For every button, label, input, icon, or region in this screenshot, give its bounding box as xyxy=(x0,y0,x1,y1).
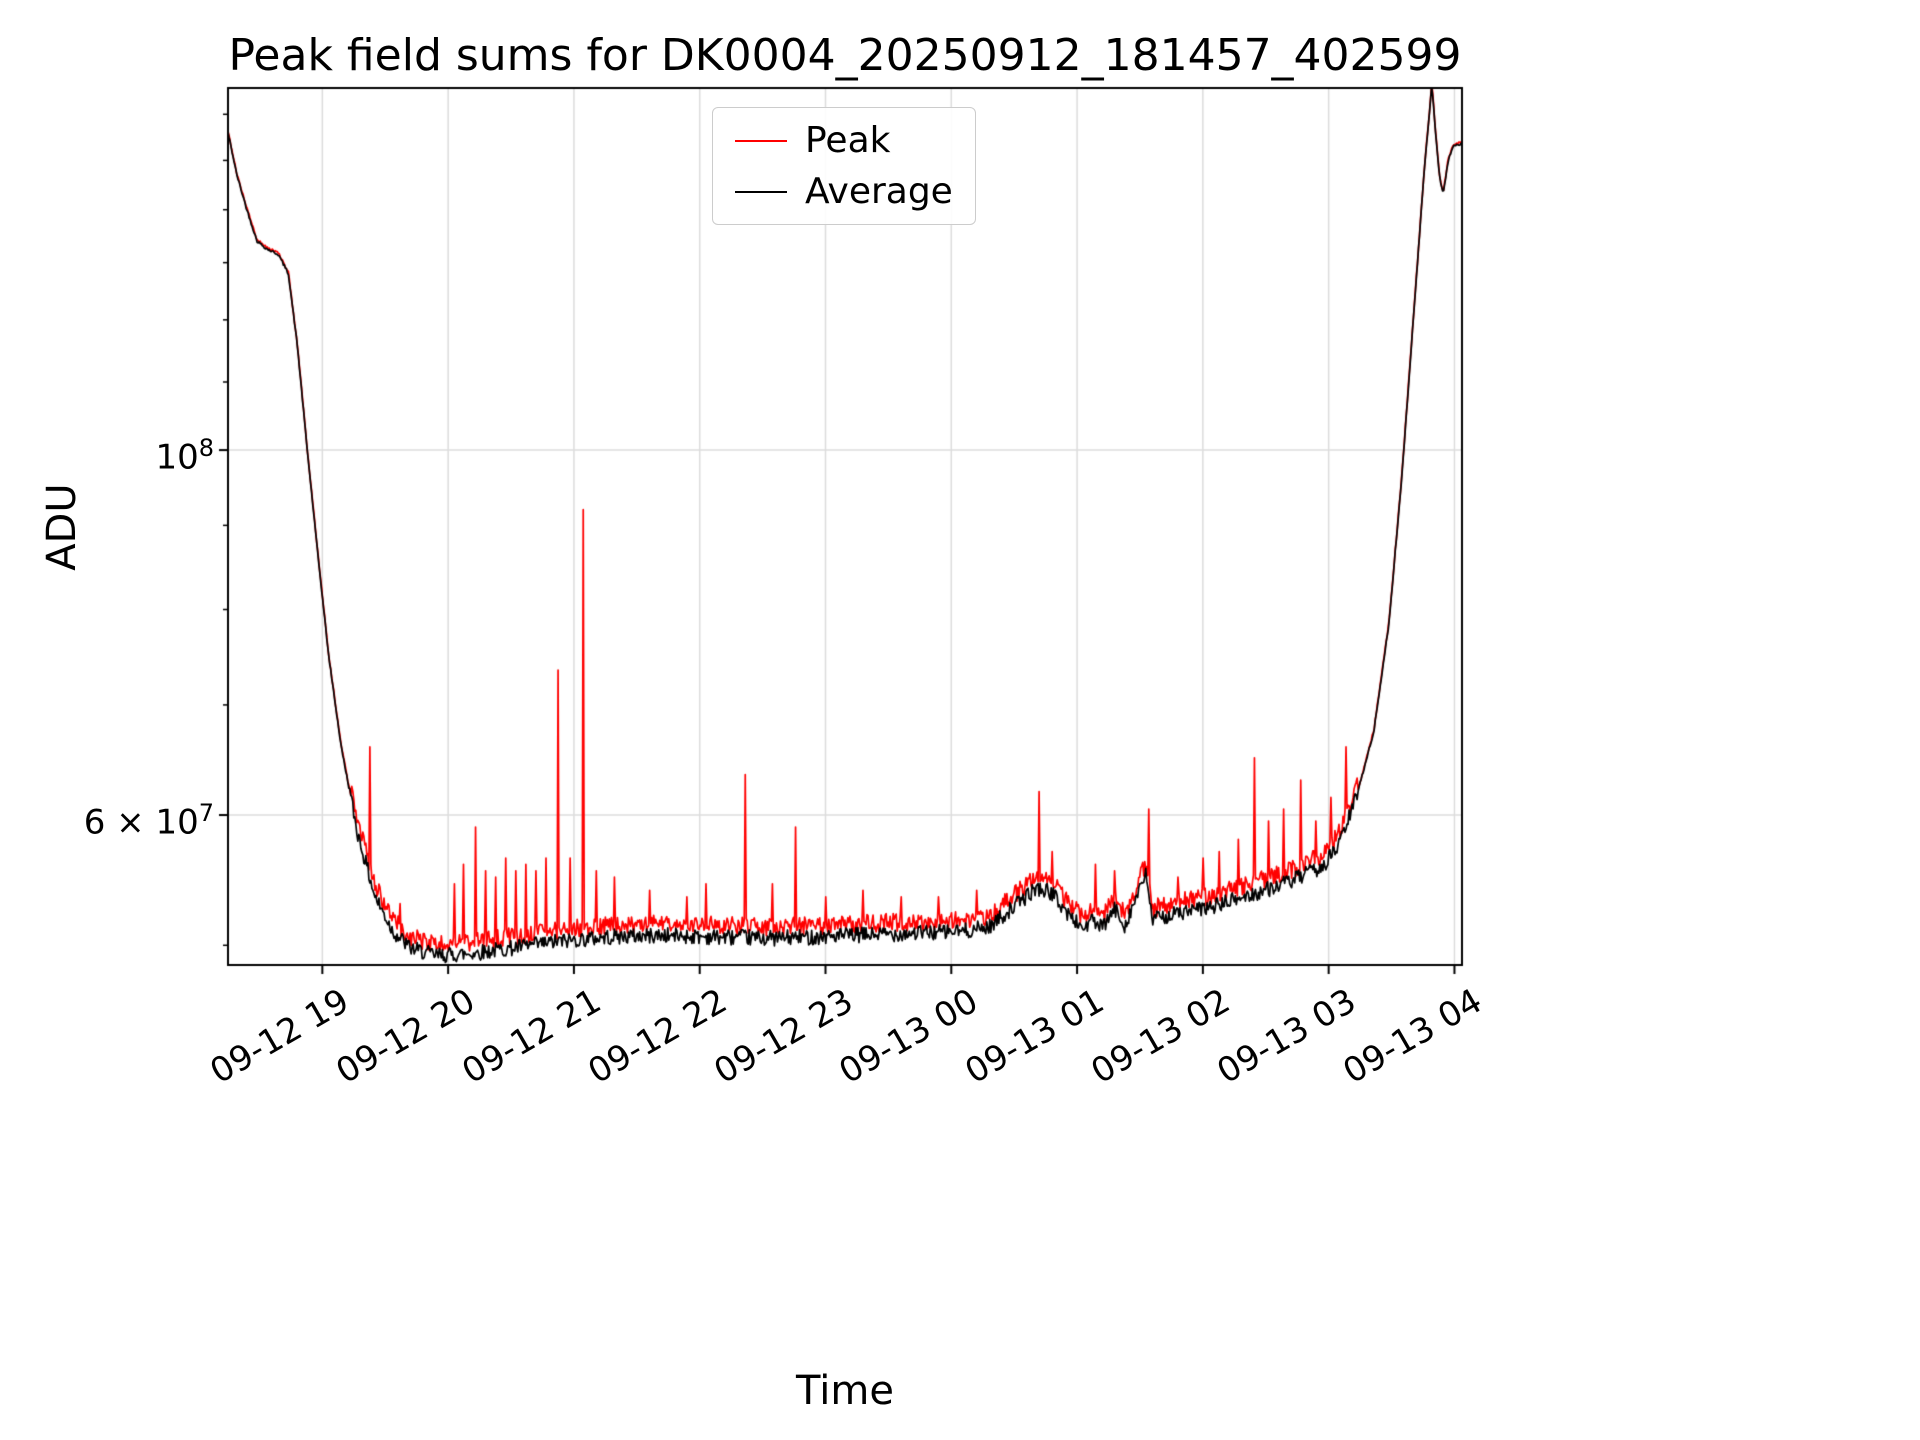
x-axis-label: Time xyxy=(796,1368,894,1414)
legend-line-sample xyxy=(735,139,787,142)
legend-line-sample xyxy=(735,190,787,193)
y-tick-label: 108 xyxy=(155,434,214,478)
legend-label: Peak xyxy=(805,120,891,161)
legend-label: Average xyxy=(805,171,953,212)
y-tick-label: 6 × 107 xyxy=(83,799,214,843)
legend-entry-peak: Peak xyxy=(735,120,953,161)
chart-title: Peak field sums for DK0004_20250912_1814… xyxy=(228,30,1462,81)
legend: Peak Average xyxy=(712,107,976,225)
legend-entry-average: Average xyxy=(735,171,953,212)
y-axis-label: ADU xyxy=(39,483,85,571)
